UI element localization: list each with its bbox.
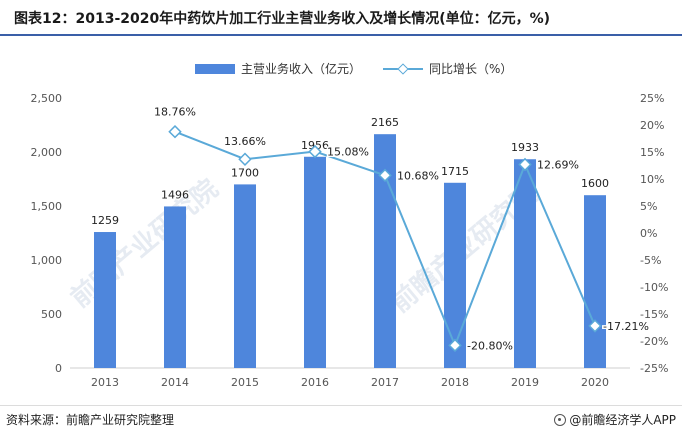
bar [94, 232, 116, 368]
watermark-text-left: 前瞻产业研究院 [65, 173, 224, 314]
line-point [308, 144, 322, 159]
x-tick-label: 2018 [441, 376, 469, 389]
bar-value-label: 1259 [91, 214, 119, 227]
y-left-tick-label: 1,500 [31, 200, 63, 213]
legend-bar-label: 主营业务收入（亿元） [241, 62, 362, 76]
line-point [238, 152, 252, 166]
x-tick-label: 2017 [371, 376, 399, 389]
y-left-tick-label: 1,000 [31, 254, 63, 267]
x-tick-label: 2016 [301, 376, 329, 389]
bar [234, 184, 256, 368]
y-left-tick-label: 500 [41, 308, 62, 321]
y-left-tick-label: 2,000 [31, 146, 63, 159]
y-right-tick-label: -5% [640, 254, 661, 267]
x-tick-label: 2014 [161, 376, 189, 389]
x-tick-label: 2013 [91, 376, 119, 389]
line-value-label: -17.21% [603, 320, 649, 333]
bar-value-label: 2165 [371, 116, 399, 129]
line-value-label: 12.69% [537, 158, 579, 171]
y-right-tick-label: -10% [640, 281, 668, 294]
y-right-tick-label: 20% [640, 119, 664, 132]
bar [164, 206, 186, 368]
brand-note: @前瞻经济学人APP [554, 411, 676, 428]
line-point [378, 168, 392, 183]
y-left-tick-label: 0 [55, 362, 62, 375]
bar [304, 156, 326, 368]
legend-line-label: 同比增长（%） [429, 62, 513, 76]
legend-line-swatch [383, 64, 424, 74]
line-value-label: 15.08% [327, 146, 369, 159]
x-tick-label: 2015 [231, 376, 259, 389]
bar [514, 159, 536, 368]
line-value-label: 18.76% [154, 106, 196, 119]
bar [374, 134, 396, 368]
y-right-tick-label: 25% [640, 92, 664, 105]
bar [584, 195, 606, 368]
bar [444, 182, 466, 368]
line-value-label: 13.66% [224, 135, 266, 148]
line-point [448, 338, 462, 353]
y-left-tick-label: 2,500 [31, 92, 63, 105]
bar-value-label: 1496 [161, 188, 189, 201]
bar-value-label: 1700 [231, 166, 259, 179]
line-value-label: -20.80% [467, 339, 513, 352]
line-point [168, 124, 182, 139]
footer-divider [0, 405, 682, 406]
title-divider [0, 34, 682, 36]
legend: 主营业务收入（亿元） 同比增长（%） [195, 60, 512, 77]
brand-icon [554, 413, 567, 426]
y-right-tick-label: -25% [640, 362, 668, 375]
line-point [518, 157, 532, 172]
line-value-label: 10.68% [397, 169, 439, 182]
legend-bar-swatch [195, 63, 235, 74]
y-right-tick-label: 15% [640, 146, 664, 159]
bar-value-label: 1600 [581, 177, 609, 190]
x-tick-label: 2019 [511, 376, 539, 389]
legend-item-bar: 主营业务收入（亿元） [195, 60, 361, 77]
bar-value-label: 1933 [511, 141, 539, 154]
bar-value-label: 1715 [441, 165, 469, 178]
x-tick-label: 2020 [581, 376, 609, 389]
brand-text: @前瞻经济学人APP [569, 413, 676, 427]
line-point [588, 319, 602, 333]
y-right-tick-label: 5% [640, 200, 657, 213]
source-note: 资料来源：前瞻产业研究院整理 [6, 413, 175, 427]
y-right-tick-label: -20% [640, 335, 668, 348]
y-right-tick-label: 10% [640, 173, 664, 186]
y-right-tick-label: 0% [640, 227, 657, 240]
legend-item-line: 同比增长（%） [383, 60, 512, 77]
y-right-tick-label: -15% [640, 308, 668, 321]
chart-title: 图表12：2013-2020年中药饮片加工行业主营业务收入及增长情况(单位：亿元… [14, 11, 551, 27]
